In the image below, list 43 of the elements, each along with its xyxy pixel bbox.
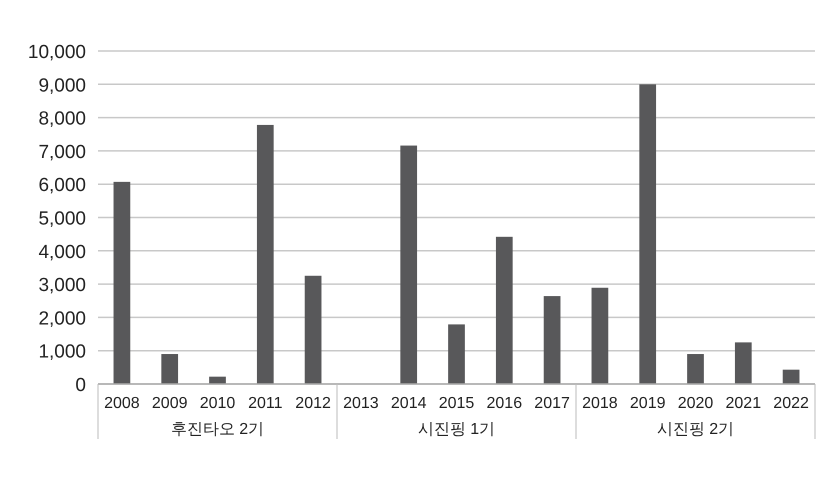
y-tick-label: 9,000 xyxy=(38,75,86,96)
y-tick-label: 8,000 xyxy=(38,108,86,130)
x-tick-label: 2014 xyxy=(390,395,427,412)
text: 시진핑 2기 xyxy=(656,421,734,438)
y-tick-label: 10,000 xyxy=(28,42,86,63)
x-tick-label: 2015 xyxy=(438,395,474,412)
y-tick-label: 5,000 xyxy=(38,208,86,230)
x-tick-label: 2019 xyxy=(630,395,666,412)
bar xyxy=(256,124,274,384)
bar xyxy=(209,376,226,384)
y-tick-label: 4,000 xyxy=(38,242,86,263)
bar xyxy=(496,236,513,384)
y-tick-label: 7,000 xyxy=(38,142,86,163)
x-tick-label: 2011 xyxy=(248,395,283,412)
y-tick-label: 6,000 xyxy=(38,175,86,196)
bar xyxy=(544,296,560,384)
bar xyxy=(639,84,656,384)
x-tick-label: 2022 xyxy=(773,395,809,412)
bar xyxy=(400,146,418,384)
bar xyxy=(161,354,178,384)
y-tick-label: 1,000 xyxy=(38,342,86,363)
y-tick-label: 0 xyxy=(75,375,86,396)
bar xyxy=(782,370,800,384)
x-tick-label: 2016 xyxy=(486,395,522,412)
x-tick-label: 2012 xyxy=(295,395,331,412)
x-tick-label: 2021 xyxy=(726,395,762,412)
x-tick-label: 2020 xyxy=(678,395,714,412)
x-tick-label: 2018 xyxy=(582,395,618,412)
text: 시진핑 1기 xyxy=(418,421,496,438)
bar xyxy=(734,342,752,384)
x-tick-label: 2013 xyxy=(343,395,379,412)
text: 후진타오 2기 xyxy=(170,421,264,438)
x-tick-label: 2017 xyxy=(534,395,570,412)
bar xyxy=(687,354,704,384)
x-tick-label: 2009 xyxy=(152,395,188,412)
bar xyxy=(592,288,608,384)
y-tick-label: 2,000 xyxy=(38,308,86,330)
x-tick-label: 2008 xyxy=(104,395,140,412)
x-tick-label: 2010 xyxy=(200,395,236,412)
bar xyxy=(304,276,322,384)
bar xyxy=(114,182,130,384)
bar xyxy=(448,324,465,384)
y-tick-label: 3,000 xyxy=(38,275,86,296)
